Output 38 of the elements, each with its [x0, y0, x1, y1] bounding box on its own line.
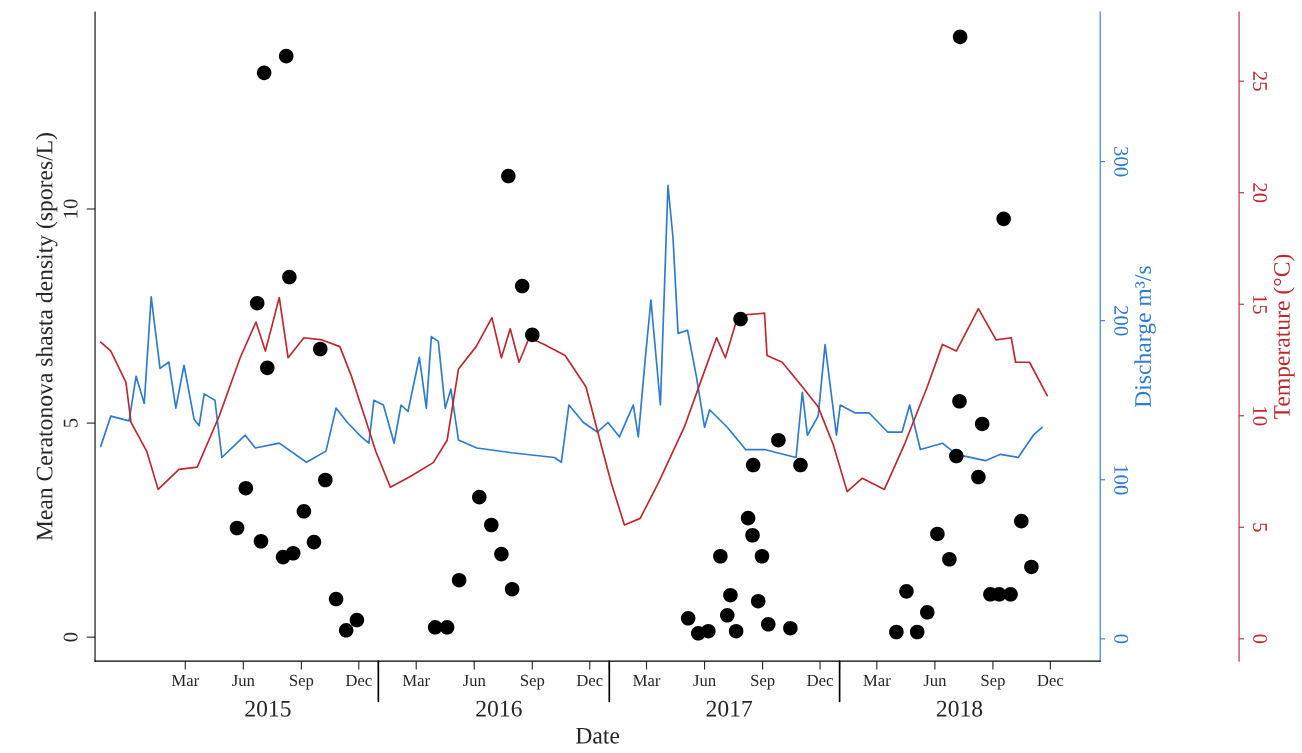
y-tick-label: 10: [63, 199, 78, 218]
y2-tick-label: 300: [1114, 146, 1129, 177]
x-axis-title: Date: [576, 727, 620, 744]
x-tick-label: Mar: [863, 674, 891, 687]
x-tick-label: Dec: [807, 674, 833, 687]
y-tick-label: 5: [63, 418, 78, 428]
x-tick-label: Sep: [981, 674, 1005, 690]
y2-tick-label: 200: [1114, 305, 1129, 336]
x2-tick-label: 2015: [245, 700, 291, 717]
y3-tick-label: 20: [1253, 183, 1268, 203]
x-tick-label: Dec: [345, 674, 372, 687]
y3-tick-label: 0: [1253, 634, 1268, 644]
y3-tick-label: 5: [1253, 523, 1267, 532]
y-axis-title: Mean Ceratonova shasta density (spores/L): [35, 133, 58, 541]
x-tick-label: Mar: [171, 674, 200, 687]
x-tick-label: Mar: [402, 674, 430, 687]
x-tick-label: Sep: [520, 674, 545, 690]
x2-tick-label: 2018: [936, 700, 983, 717]
y3-tick-label: 15: [1253, 295, 1267, 314]
y3-tick-label: 10: [1253, 407, 1268, 426]
x-tick-label: Dec: [576, 674, 603, 687]
y2-tick-label: 0: [1114, 634, 1129, 644]
y2-tick-label: 100: [1114, 465, 1129, 495]
x-tick-label: Dec: [1037, 674, 1064, 687]
y2-axis-title: Discharge m³/s: [1134, 266, 1156, 408]
x-tick-label: Sep: [289, 674, 314, 690]
x-tick-label: Sep: [751, 674, 775, 690]
line-series: [99, 296, 1049, 526]
x-tick-label: Jun: [463, 674, 486, 687]
x-tick-label: Jun: [693, 674, 716, 687]
y3-tick-label: 25: [1253, 71, 1268, 91]
x2-tick-label: 2016: [476, 700, 522, 717]
x-tick-label: Mar: [633, 674, 661, 687]
x2-tick-label: 2017: [706, 700, 753, 717]
y-tick-label: 0: [63, 632, 78, 642]
y3-axis-title: Temperature (°C): [1273, 254, 1295, 420]
x-tick-label: Jun: [232, 674, 255, 687]
x-tick-label: Jun: [923, 674, 947, 687]
